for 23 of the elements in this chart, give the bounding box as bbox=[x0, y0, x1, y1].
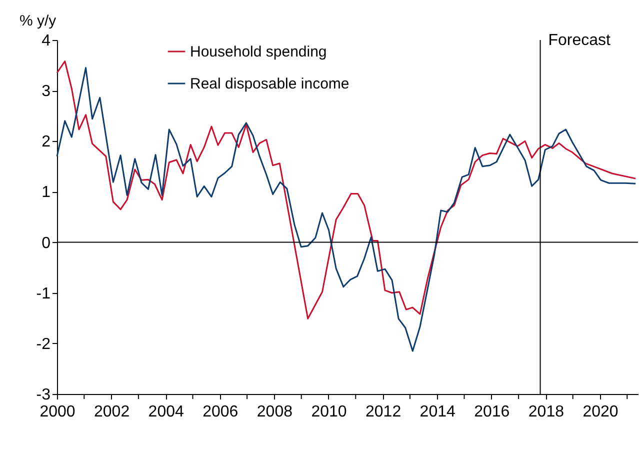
y-tick-label: 4 bbox=[42, 32, 51, 50]
x-tick-label: 2000 bbox=[40, 404, 76, 420]
y-tick-label: -3 bbox=[36, 386, 51, 404]
y-tick-label: 1 bbox=[42, 184, 51, 202]
x-tick-label: 2008 bbox=[256, 404, 293, 420]
x-tick-label: 2002 bbox=[94, 404, 130, 420]
y-tick-label: -2 bbox=[36, 336, 51, 353]
y-tick-label: 2 bbox=[42, 134, 51, 151]
y-tick-label: 3 bbox=[42, 83, 51, 100]
legend-label: Real disposable income bbox=[190, 76, 350, 92]
x-tick-label: 2010 bbox=[311, 404, 347, 420]
x-tick-label: 2012 bbox=[366, 404, 402, 420]
legend-label: Household spending bbox=[190, 44, 327, 60]
x-tick-label: 2018 bbox=[528, 404, 564, 420]
y-axis-title: % y/y bbox=[20, 12, 57, 30]
x-tick-label: 2004 bbox=[148, 404, 184, 420]
y-tick-label: -1 bbox=[36, 285, 51, 302]
y-tick-label: 0 bbox=[42, 234, 51, 252]
x-tick-label: 2006 bbox=[202, 404, 238, 420]
x-tick-label: 2014 bbox=[420, 404, 456, 420]
ref-line-label: Forecast bbox=[548, 32, 612, 49]
x-tick-label: 2016 bbox=[474, 404, 510, 420]
x-tick-label: 2020 bbox=[582, 404, 618, 420]
